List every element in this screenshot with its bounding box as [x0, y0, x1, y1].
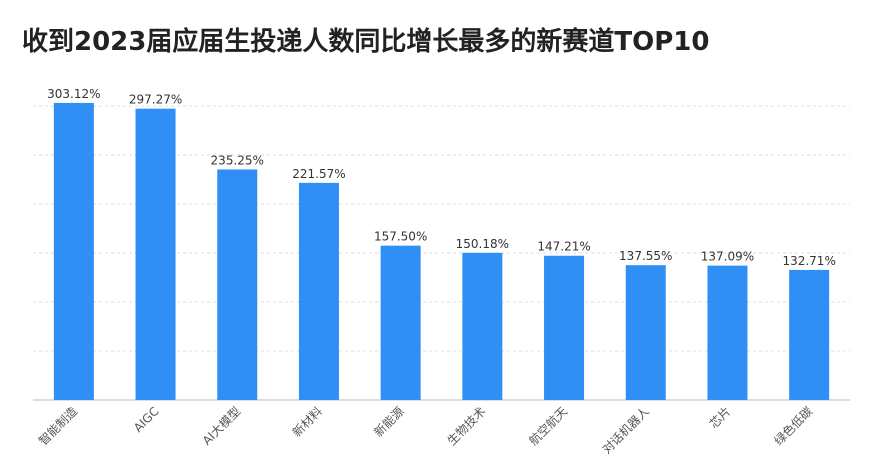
x-tick-label: 绿色低碳 — [771, 404, 816, 449]
x-tick-label: 对话机器人 — [600, 404, 652, 456]
value-label: 303.12% — [47, 87, 100, 101]
value-label: 157.50% — [374, 230, 427, 244]
bar — [135, 108, 176, 400]
bar — [707, 265, 748, 400]
x-tick-label: 新材料 — [289, 404, 325, 440]
bar — [217, 169, 258, 400]
x-tick-label: 生物技术 — [445, 404, 489, 448]
bar — [789, 269, 830, 400]
bar — [53, 102, 94, 401]
x-tick-label: 智能制造 — [35, 404, 80, 449]
x-tick-label: AI大模型 — [200, 404, 244, 448]
value-label: 137.55% — [619, 249, 672, 263]
bar — [298, 182, 339, 400]
value-label: 137.09% — [701, 250, 754, 264]
value-label: 150.18% — [456, 237, 509, 251]
value-label: 297.27% — [129, 93, 182, 107]
x-tick-label: AIGC — [131, 404, 162, 435]
bar — [625, 265, 666, 400]
bar — [380, 245, 421, 400]
x-tick-label: 芯片 — [707, 404, 734, 431]
bar — [462, 252, 503, 400]
value-label: 132.71% — [782, 254, 835, 268]
x-tick-label: 新能源 — [371, 404, 407, 440]
chart-title: 收到2023届应届生投递人数同比增长最多的新赛道TOP10 — [22, 26, 709, 57]
bar — [544, 255, 585, 400]
value-label: 147.21% — [537, 240, 590, 254]
x-tick-label: 航空航天 — [526, 404, 571, 449]
value-label: 221.57% — [292, 167, 345, 181]
value-label: 235.25% — [211, 153, 264, 167]
